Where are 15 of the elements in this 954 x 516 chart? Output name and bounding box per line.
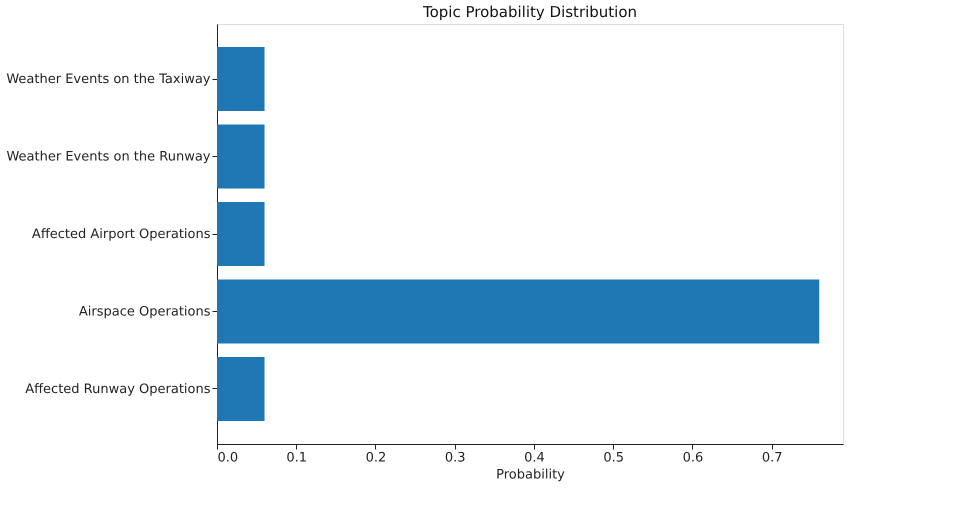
- chart-title: Topic Probability Distribution: [422, 3, 638, 21]
- x-tick-label: 0.6: [682, 450, 704, 466]
- y-tick-label: Airspace Operations: [78, 304, 211, 320]
- x-tick-label: 0.1: [286, 450, 308, 466]
- y-tick-label: Weather Events on the Runway: [6, 150, 211, 165]
- x-tick-label: 0.4: [524, 450, 545, 466]
- y-tick-label: Affected Runway Operations: [25, 382, 211, 397]
- x-tick-label: 0.7: [762, 450, 783, 466]
- x-axis-title: Probability: [496, 468, 566, 482]
- x-tick-label: 0.3: [444, 450, 466, 466]
- x-tick-label: 0.0: [218, 450, 238, 466]
- x-tick-label: 0.2: [366, 450, 386, 466]
- x-tick-label: 0.5: [603, 450, 624, 466]
- y-tick-label: Weather Events on the Taxiway: [6, 72, 211, 88]
- y-tick-label: Affected Airport Operations: [32, 227, 211, 242]
